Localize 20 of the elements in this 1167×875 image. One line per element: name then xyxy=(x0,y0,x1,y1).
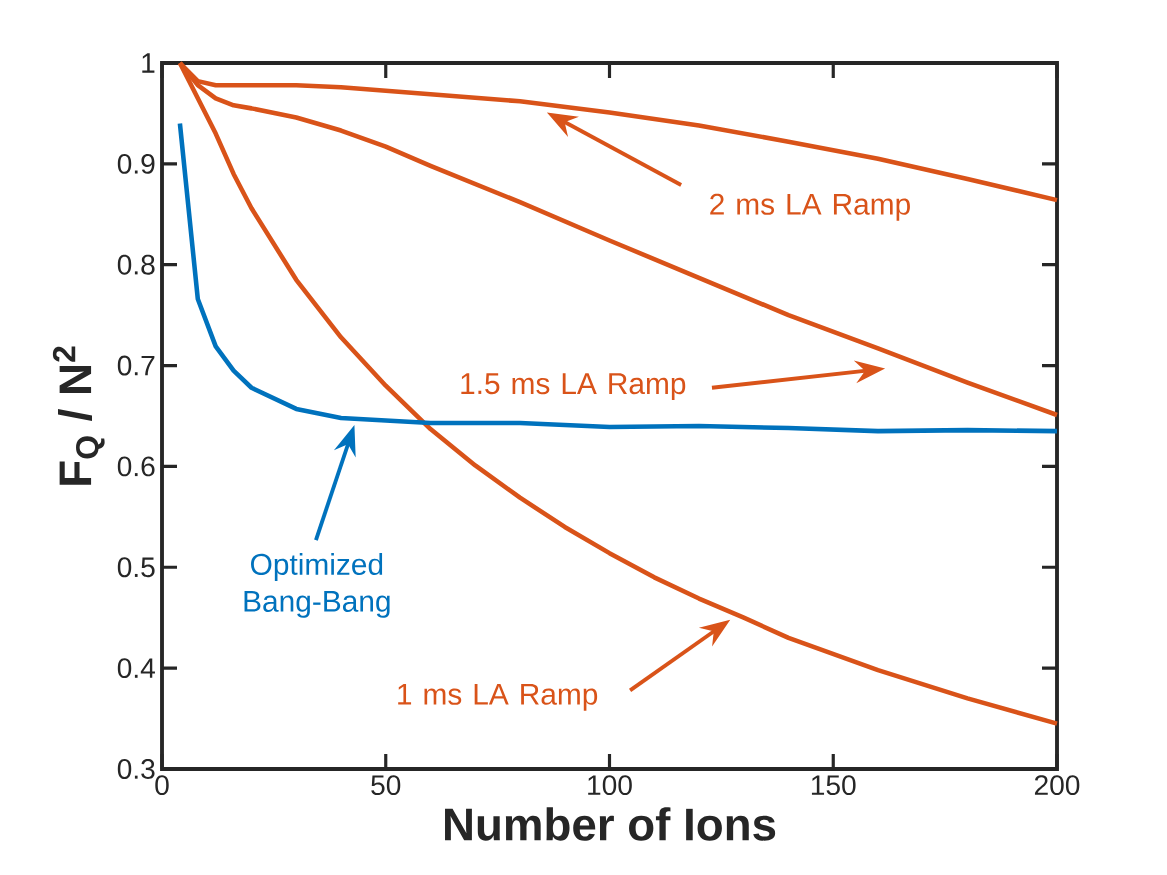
annotation: 1 ms LA Ramp xyxy=(398,683,598,711)
x-tick-label: 150 xyxy=(811,775,856,796)
y-tick-label: 0.6 xyxy=(117,456,155,477)
x-tick-label: 0 xyxy=(155,775,169,796)
annotation: 1.5 ms LA Ramp xyxy=(461,373,686,401)
x-axis-title: Number of Ions xyxy=(445,807,776,841)
y-tick-label: 0.9 xyxy=(117,153,155,174)
annotation: Optimized Bang-Bang xyxy=(244,553,390,618)
y-tick-label: 0.4 xyxy=(117,658,155,679)
line-series xyxy=(177,121,1060,434)
y-tick-label: 0.3 xyxy=(117,759,155,779)
y-tick-label: 0.8 xyxy=(117,254,155,275)
y-axis-title: F$_{Q}$ / N$^{2}$ xyxy=(52,346,105,485)
x-tick-label: 100 xyxy=(588,775,632,796)
y-tick-label: 0.5 xyxy=(117,557,155,578)
x-tick-label: 50 xyxy=(371,775,401,796)
x-tick-label: 200 xyxy=(1034,775,1080,796)
annotation: 2 ms LA Ramp xyxy=(710,193,910,221)
y-tick-label: 1 xyxy=(142,53,155,73)
y-tick-label: 0.7 xyxy=(117,355,155,376)
